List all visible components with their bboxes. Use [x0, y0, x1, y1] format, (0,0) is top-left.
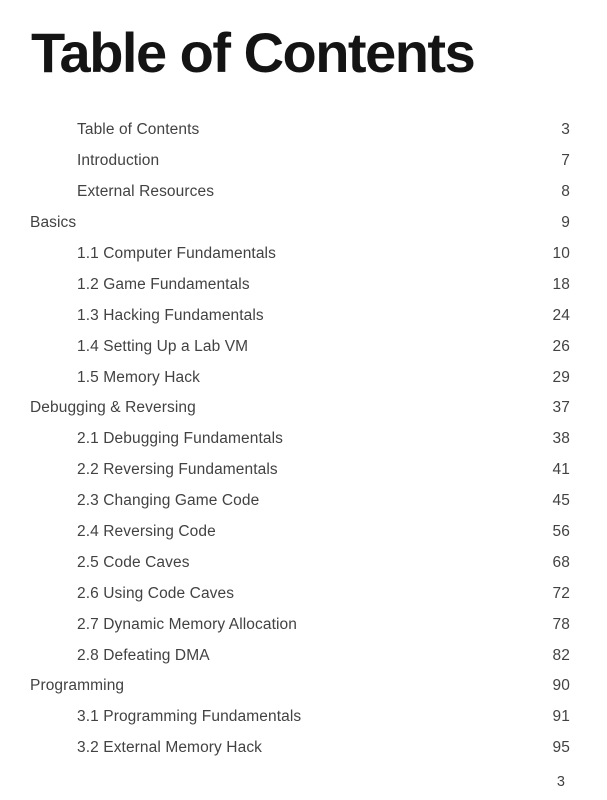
- toc-entry[interactable]: Table of Contents 3: [30, 115, 570, 146]
- toc-entry[interactable]: 3.1 Programming Fundamentals 91: [30, 702, 570, 733]
- toc-entry-page: 37: [552, 399, 570, 417]
- toc-entry-label: 2.6 Using Code Caves: [77, 584, 235, 602]
- toc-entry[interactable]: 2.5 Code Caves 68: [30, 547, 570, 578]
- toc-entry-page: 3: [561, 121, 570, 139]
- toc-entry[interactable]: 2.1 Debugging Fundamentals 38: [30, 424, 570, 455]
- toc-entry[interactable]: 2.8 Defeating DMA 82: [30, 640, 570, 671]
- toc-entry[interactable]: 2.6 Using Code Caves 72: [30, 578, 570, 609]
- toc-entry-page: 68: [552, 553, 570, 571]
- toc-entry-page: 41: [552, 461, 570, 479]
- toc-entry[interactable]: 1.5 Memory Hack 29: [30, 362, 570, 393]
- page-title: Table of Contents: [31, 21, 476, 84]
- toc-entry[interactable]: 1.3 Hacking Fundamentals 24: [30, 300, 570, 331]
- toc-entry-page: 7: [561, 152, 570, 170]
- toc-entry-page: 56: [552, 523, 570, 541]
- toc-entry-page: 90: [552, 677, 570, 695]
- toc-entry-page: 8: [561, 183, 570, 201]
- toc-entry[interactable]: 2.2 Reversing Fundamentals 41: [30, 455, 570, 486]
- toc-entry[interactable]: Programming 90: [30, 671, 570, 702]
- toc-entry-label: 2.3 Changing Game Code: [77, 492, 260, 510]
- toc-entry-page: 78: [552, 615, 570, 633]
- toc-entry-label: 1.1 Computer Fundamentals: [77, 245, 276, 262]
- toc-entry-page: 18: [552, 275, 570, 293]
- toc-entry-page: 9: [561, 214, 570, 232]
- toc-entry-label: External Resources: [77, 183, 215, 201]
- toc-entry[interactable]: 1.1 Computer Fundamentals 10: [30, 239, 570, 270]
- toc-entry-label: Basics: [30, 214, 77, 232]
- toc-entry-label: 1.2 Game Fundamentals: [77, 275, 250, 293]
- toc-entry-page: 82: [552, 646, 570, 664]
- toc-entry-label: 2.7 Dynamic Memory Allocation: [77, 615, 297, 633]
- toc-entry[interactable]: 2.3 Changing Game Code 45: [30, 486, 570, 517]
- toc-entry-label: Programming: [30, 677, 125, 695]
- toc-entry-label: 1.5 Memory Hack: [77, 368, 200, 386]
- toc-entry-label: 2.4 Reversing Code: [77, 523, 216, 541]
- toc-entry-label: 2.1 Debugging Fundamentals: [77, 430, 283, 448]
- toc-entry-label: 2.2 Reversing Fundamentals: [77, 461, 278, 479]
- toc-entry-page: 45: [552, 492, 570, 510]
- toc-entry-page: 38: [552, 430, 570, 448]
- toc-entry-page: 91: [552, 708, 570, 726]
- toc-entry-label: 1.3 Hacking Fundamentals: [77, 306, 264, 324]
- toc-entry[interactable]: Debugging & Reversing 37: [30, 393, 570, 424]
- toc-entry[interactable]: 2.4 Reversing Code 56: [30, 517, 570, 548]
- toc-entry-page: 26: [552, 337, 570, 355]
- toc-entry-page: 95: [552, 739, 570, 757]
- toc-entry[interactable]: 2.7 Dynamic Memory Allocation 78: [30, 609, 570, 640]
- toc-entry[interactable]: External Resources 8: [30, 177, 570, 208]
- toc-entry-page: 29: [552, 368, 570, 386]
- toc-entry-label: 2.5 Code Caves: [77, 553, 190, 571]
- toc-entry-page: 24: [552, 306, 570, 324]
- toc-entry[interactable]: Introduction 7: [30, 146, 570, 177]
- page-number: 3: [556, 774, 565, 790]
- toc-entry-label: Introduction: [77, 152, 160, 170]
- toc-entry-page: 72: [552, 584, 570, 602]
- toc-list: Table of Contents 3 Introduction 7 Exter…: [30, 115, 570, 764]
- toc-entry-label: 3.1 Programming Fundamentals: [77, 708, 302, 726]
- toc-entry[interactable]: 1.4 Setting Up a Lab VM 26: [30, 331, 570, 362]
- toc-entry[interactable]: Basics 9: [30, 208, 570, 239]
- toc-entry-page: 10: [552, 245, 570, 262]
- toc-entry-label: Table of Contents: [77, 121, 200, 139]
- toc-entry-label: 3.2 External Memory Hack: [77, 739, 263, 757]
- toc-entry-label: 1.4 Setting Up a Lab VM: [77, 337, 249, 355]
- toc-entry[interactable]: 1.2 Game Fundamentals 18: [30, 269, 570, 300]
- toc-entry[interactable]: 3.2 External Memory Hack 95: [30, 733, 570, 764]
- toc-entry-label: 2.8 Defeating DMA: [77, 646, 210, 664]
- toc-entry-label: Debugging & Reversing: [30, 399, 196, 417]
